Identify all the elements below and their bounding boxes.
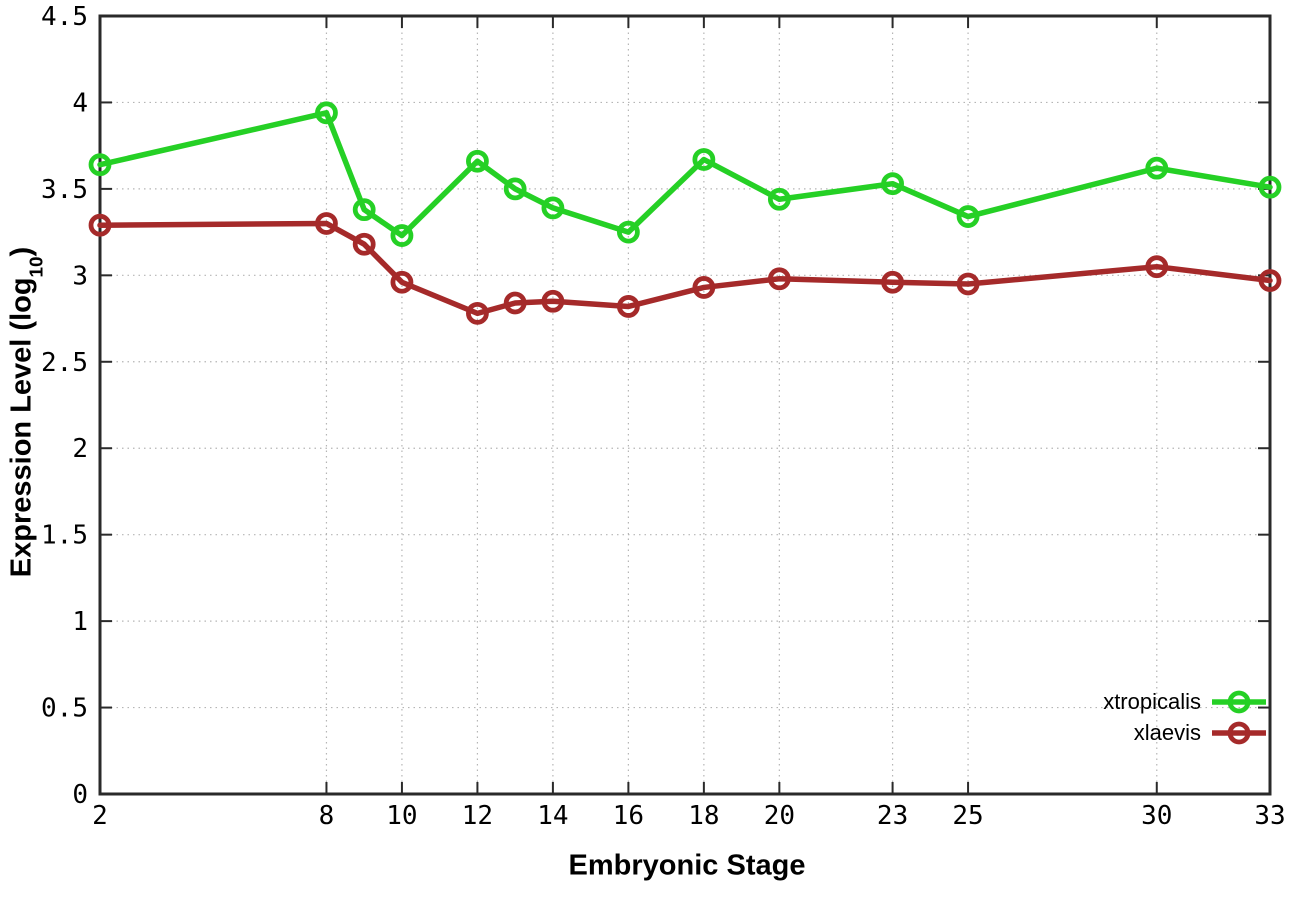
series-line-xlaevis <box>97 220 1273 317</box>
x-tick-label: 14 <box>537 801 568 831</box>
legend-item-xtropicalis: xtropicalis <box>1103 686 1268 717</box>
x-axis-title: Embryonic Stage <box>568 849 806 882</box>
y-tick-label: 3 <box>72 261 88 291</box>
y-axis-title-suffix: ) <box>5 246 38 257</box>
data-point-xlaevis <box>541 289 565 313</box>
series-line-xtropicalis <box>97 110 1273 239</box>
data-point-xtropicalis <box>616 220 640 244</box>
data-point-xtropicalis <box>1145 156 1169 180</box>
y-axis-title: Expression Level (log10) <box>5 246 47 578</box>
data-point-xlaevis <box>88 213 112 237</box>
legend-marker-xtropicalis <box>1212 690 1266 713</box>
y-tick-label: 4.5 <box>41 2 88 32</box>
y-tick-label: 1.5 <box>41 521 88 551</box>
data-point-xlaevis <box>881 270 904 294</box>
data-point-xlaevis <box>1145 255 1169 279</box>
data-point-xtropicalis <box>503 177 527 201</box>
x-tick-label: 12 <box>462 801 493 831</box>
data-point-xlaevis <box>767 267 791 291</box>
data-point-xtropicalis <box>1258 175 1282 199</box>
y-tick-label: 2 <box>72 434 88 464</box>
data-point-xlaevis <box>616 295 640 318</box>
legend-item-xlaevis: xlaevis <box>1103 717 1268 748</box>
y-tick-label: 3.5 <box>41 175 88 205</box>
data-point-xlaevis <box>1258 269 1282 292</box>
data-point-xlaevis <box>956 272 980 296</box>
x-tick-label: 16 <box>613 801 644 831</box>
x-tick-label: 20 <box>764 801 795 831</box>
data-point-xtropicalis <box>390 224 414 247</box>
x-tick-label: 23 <box>877 801 908 831</box>
y-tick-label: 0 <box>72 780 88 810</box>
data-point-xtropicalis <box>315 101 338 125</box>
legend-label-xtropicalis: xtropicalis <box>1103 688 1201 714</box>
data-point-xlaevis <box>466 301 489 325</box>
data-point-xtropicalis <box>466 149 489 173</box>
x-tick-label: 18 <box>688 801 719 831</box>
x-tick-label: 33 <box>1254 801 1285 831</box>
data-point-xtropicalis <box>352 198 376 222</box>
y-tick-label: 2.5 <box>41 348 88 378</box>
data-point-xtropicalis <box>541 196 565 220</box>
data-point-xtropicalis <box>956 205 980 228</box>
y-tick-label: 0.5 <box>41 694 88 724</box>
data-point-xtropicalis <box>767 187 791 211</box>
legend-label-xlaevis: xlaevis <box>1133 719 1201 745</box>
y-tick-label: 4 <box>72 88 88 118</box>
x-tick-label: 30 <box>1141 801 1172 831</box>
data-point-xlaevis <box>503 291 527 315</box>
y-tick-label: 1 <box>72 607 88 637</box>
data-point-xtropicalis <box>88 153 112 177</box>
plot-border <box>98 14 1272 796</box>
legend: xtropicalis xlaevis <box>1103 686 1268 748</box>
data-point-xlaevis <box>352 232 376 256</box>
x-tick-label: 10 <box>386 801 417 831</box>
legend-marker-xlaevis <box>1212 721 1266 744</box>
x-tick-label: 2 <box>92 801 108 831</box>
y-axis-title-text: Expression Level (log <box>5 277 38 578</box>
data-point-xtropicalis <box>692 148 716 171</box>
x-tick-label: 25 <box>952 801 983 831</box>
data-point-xtropicalis <box>881 172 904 196</box>
x-tick-label: 8 <box>319 801 335 831</box>
data-point-xlaevis <box>315 212 338 235</box>
y-axis-title-subscript: 10 <box>25 256 47 278</box>
data-point-xlaevis <box>390 270 414 294</box>
data-point-xlaevis <box>692 276 716 299</box>
